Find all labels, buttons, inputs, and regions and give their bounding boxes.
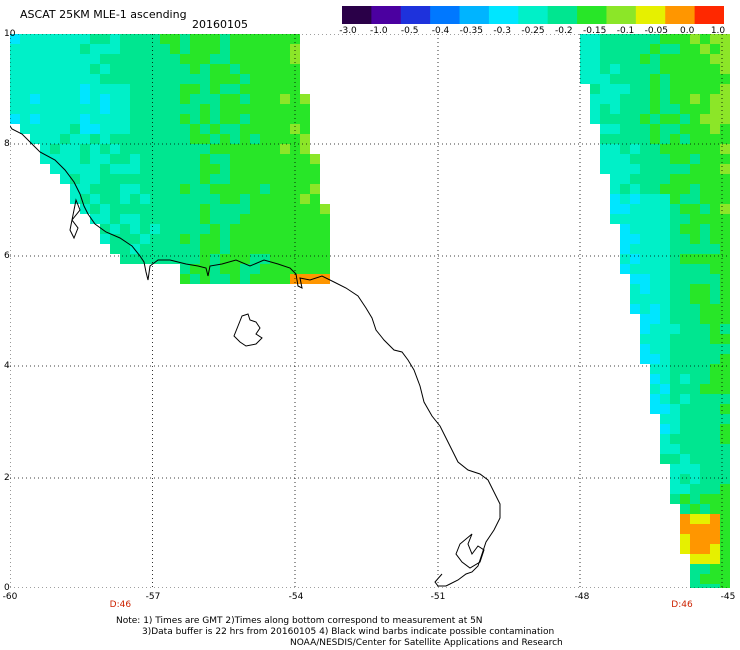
longitude-label: -48	[574, 592, 590, 602]
island	[233, 313, 263, 347]
color-scale-segment	[518, 6, 549, 24]
note-line-2: 3)Data buffer is 22 hrs from 20160105 4)…	[142, 627, 555, 637]
color-scale-tick: -0.35	[459, 26, 483, 36]
longitude-label: -54	[288, 592, 304, 602]
latitude-label: 10	[4, 29, 16, 39]
coastline	[10, 125, 501, 587]
product-date: 20160105	[192, 18, 248, 31]
latitude-label: 4	[4, 361, 10, 371]
color-scale-segment	[547, 6, 578, 24]
latitude-label: 8	[4, 139, 10, 149]
color-scale-tick: 1.0	[710, 26, 726, 36]
wind-swaths	[10, 34, 730, 588]
longitude-label: -60	[2, 592, 18, 602]
coastline-north	[10, 125, 501, 587]
latitude-label: 0	[4, 583, 10, 593]
color-scale-segment	[371, 6, 402, 24]
color-scale-tick: -0.25	[521, 26, 545, 36]
color-scale-segment	[430, 6, 461, 24]
color-scale-segment	[400, 6, 431, 24]
color-scale-tick: -0.05	[644, 26, 668, 36]
color-scale-segment	[488, 6, 519, 24]
color-scale-tick: -0.15	[583, 26, 607, 36]
color-scale-tick: -0.3	[493, 26, 511, 36]
color-scale-segment	[665, 6, 696, 24]
color-scale-segment	[459, 6, 490, 24]
longitude-label: -57	[145, 592, 161, 602]
color-scale-segment	[694, 6, 724, 24]
color-scale-tick: -0.4	[431, 26, 450, 36]
color-scale-segment	[577, 6, 607, 24]
latitude-label: 6	[4, 251, 10, 261]
longitude-label: -51	[430, 592, 446, 602]
color-scale-segment	[606, 6, 637, 24]
pass-time-label: D:46	[671, 600, 693, 610]
product-title: ASCAT 25KM MLE-1 ascending	[20, 8, 187, 21]
estuary	[455, 533, 485, 569]
latitude-label: 2	[4, 473, 10, 483]
color-scale-tick: -0.2	[555, 26, 573, 36]
color-scale-tick: 0.0	[679, 26, 695, 36]
color-scale-tick: -0.1	[616, 26, 635, 36]
color-scale-bar	[342, 6, 724, 24]
pass-time-label: D:46	[109, 600, 132, 610]
color-scale-segment	[342, 6, 372, 24]
color-scale-tick: -0.5	[400, 26, 419, 36]
lat-lon-grid	[10, 34, 730, 588]
note-line-1: Note: 1) Times are GMT 2)Times along bot…	[116, 616, 483, 626]
color-scale-tick: -3.0	[339, 26, 357, 36]
note-line-3: NOAA/NESDIS/Center for Satellite Applica…	[290, 638, 563, 648]
color-scale-segment	[635, 6, 666, 24]
longitude-label: -45	[720, 592, 736, 602]
swath-map	[10, 34, 730, 588]
bay-inlet	[69, 198, 81, 240]
color-scale-tick: -1.0	[370, 26, 388, 36]
